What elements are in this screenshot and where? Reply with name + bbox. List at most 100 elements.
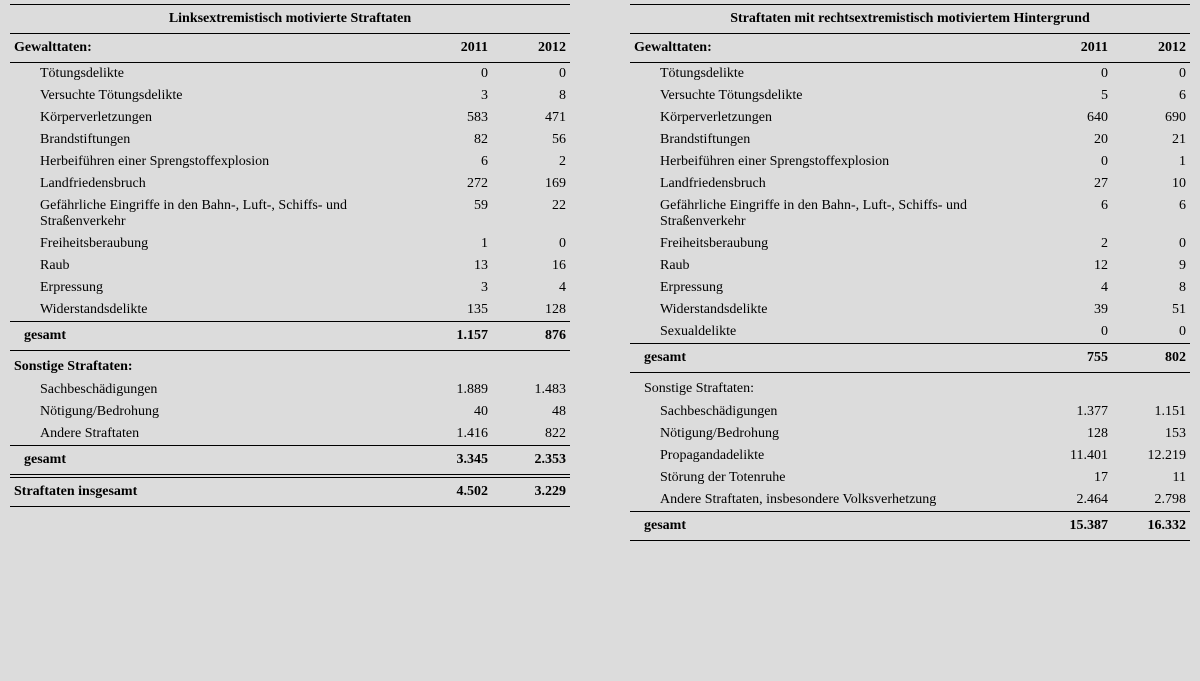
row-value-2011: 583 xyxy=(414,107,492,129)
row-value-2012: 10 xyxy=(1112,173,1190,195)
table-row: Erpressung34 xyxy=(10,277,570,299)
table-row: Widerstandsdelikte3951 xyxy=(630,299,1190,321)
row-value-2012: 0 xyxy=(1112,63,1190,86)
left-violent-sum-v2: 876 xyxy=(492,322,570,351)
left-table-panel: Linksextremistisch motivierte Straftaten… xyxy=(0,0,580,551)
table-row: Raub129 xyxy=(630,255,1190,277)
row-value-2011: 0 xyxy=(1034,151,1112,173)
row-label: Landfriedensbruch xyxy=(630,173,1034,195)
right-year2: 2012 xyxy=(1112,34,1190,63)
row-value-2012: 690 xyxy=(1112,107,1190,129)
row-value-2011: 40 xyxy=(414,401,492,423)
right-other-sum-row: gesamt 15.387 16.332 xyxy=(630,512,1190,541)
row-value-2011: 2 xyxy=(1034,233,1112,255)
row-value-2012: 9 xyxy=(1112,255,1190,277)
row-value-2011: 1.377 xyxy=(1034,401,1112,423)
row-label: Versuchte Tötungsdelikte xyxy=(10,85,414,107)
right-other-header-row: Sonstige Straftaten: xyxy=(630,373,1190,402)
left-table: Gewalttaten: 2011 2012 Tötungsdelikte00V… xyxy=(10,34,570,507)
left-title: Linksextremistisch motivierte Straftaten xyxy=(10,4,570,34)
table-row: Widerstandsdelikte135128 xyxy=(10,299,570,322)
row-label: Brandstiftungen xyxy=(10,129,414,151)
right-col-header: Gewalttaten: xyxy=(630,34,1034,63)
row-value-2012: 4 xyxy=(492,277,570,299)
row-value-2011: 0 xyxy=(1034,321,1112,344)
row-label: Landfriedensbruch xyxy=(10,173,414,195)
table-row: Gefährliche Eingriffe in den Bahn-, Luft… xyxy=(10,195,570,233)
right-violent-sum-row: gesamt 755 802 xyxy=(630,344,1190,373)
right-year1: 2011 xyxy=(1034,34,1112,63)
table-row: Sachbeschädigungen1.3771.151 xyxy=(630,401,1190,423)
left-grand-row: Straftaten insgesamt 4.502 3.229 xyxy=(10,478,570,507)
row-value-2012: 822 xyxy=(492,423,570,446)
left-other-sum-row: gesamt 3.345 2.353 xyxy=(10,446,570,475)
row-value-2011: 11.401 xyxy=(1034,445,1112,467)
row-value-2012: 8 xyxy=(1112,277,1190,299)
row-value-2012: 48 xyxy=(492,401,570,423)
right-header-row: Gewalttaten: 2011 2012 xyxy=(630,34,1190,63)
row-label: Sexualdelikte xyxy=(630,321,1034,344)
row-value-2011: 17 xyxy=(1034,467,1112,489)
row-label: Gefährliche Eingriffe in den Bahn-, Luft… xyxy=(630,195,1034,233)
row-value-2012: 22 xyxy=(492,195,570,233)
row-label: Andere Straftaten xyxy=(10,423,414,446)
row-value-2012: 16 xyxy=(492,255,570,277)
row-value-2011: 640 xyxy=(1034,107,1112,129)
right-other-sum-v1: 15.387 xyxy=(1034,512,1112,541)
row-label: Raub xyxy=(630,255,1034,277)
row-label: Tötungsdelikte xyxy=(10,63,414,86)
table-row: Versuchte Tötungsdelikte38 xyxy=(10,85,570,107)
row-value-2011: 3 xyxy=(414,277,492,299)
row-value-2012: 471 xyxy=(492,107,570,129)
row-label: Nötigung/Bedrohung xyxy=(10,401,414,423)
left-other-sum-label: gesamt xyxy=(10,446,414,475)
row-value-2012: 169 xyxy=(492,173,570,195)
row-value-2012: 153 xyxy=(1112,423,1190,445)
table-row: Herbeiführen einer Sprengstoffexplosion0… xyxy=(630,151,1190,173)
row-value-2012: 1 xyxy=(1112,151,1190,173)
row-value-2012: 2.798 xyxy=(1112,489,1190,512)
left-violent-sum-v1: 1.157 xyxy=(414,322,492,351)
row-value-2012: 0 xyxy=(1112,233,1190,255)
left-year1: 2011 xyxy=(414,34,492,63)
right-violent-sum-v1: 755 xyxy=(1034,344,1112,373)
row-value-2012: 8 xyxy=(492,85,570,107)
row-value-2011: 2.464 xyxy=(1034,489,1112,512)
row-value-2011: 0 xyxy=(1034,63,1112,86)
left-header-row: Gewalttaten: 2011 2012 xyxy=(10,34,570,63)
row-label: Widerstandsdelikte xyxy=(10,299,414,322)
row-label: Freiheitsberaubung xyxy=(10,233,414,255)
row-value-2011: 4 xyxy=(1034,277,1112,299)
row-value-2011: 82 xyxy=(414,129,492,151)
row-value-2012: 0 xyxy=(492,233,570,255)
table-row: Freiheitsberaubung20 xyxy=(630,233,1190,255)
row-label: Raub xyxy=(10,255,414,277)
right-table: Gewalttaten: 2011 2012 Tötungsdelikte00V… xyxy=(630,34,1190,541)
row-label: Widerstandsdelikte xyxy=(630,299,1034,321)
table-row: Freiheitsberaubung10 xyxy=(10,233,570,255)
row-label: Störung der Totenruhe xyxy=(630,467,1034,489)
row-value-2012: 6 xyxy=(1112,195,1190,233)
row-value-2011: 12 xyxy=(1034,255,1112,277)
left-other-sum-v2: 2.353 xyxy=(492,446,570,475)
row-label: Gefährliche Eingriffe in den Bahn-, Luft… xyxy=(10,195,414,233)
row-value-2012: 21 xyxy=(1112,129,1190,151)
row-label: Freiheitsberaubung xyxy=(630,233,1034,255)
right-title: Straftaten mit rechtsextremistisch motiv… xyxy=(630,4,1190,34)
row-value-2011: 6 xyxy=(1034,195,1112,233)
row-label: Herbeiführen einer Sprengstoffexplosion xyxy=(630,151,1034,173)
row-label: Tötungsdelikte xyxy=(630,63,1034,86)
row-value-2012: 2 xyxy=(492,151,570,173)
left-grand-v2: 3.229 xyxy=(492,478,570,507)
left-year2: 2012 xyxy=(492,34,570,63)
left-other-sum-v1: 3.345 xyxy=(414,446,492,475)
table-row: Raub1316 xyxy=(10,255,570,277)
row-value-2012: 11 xyxy=(1112,467,1190,489)
row-label: Versuchte Tötungsdelikte xyxy=(630,85,1034,107)
table-row: Erpressung48 xyxy=(630,277,1190,299)
row-value-2012: 56 xyxy=(492,129,570,151)
row-label: Erpressung xyxy=(630,277,1034,299)
right-table-panel: Straftaten mit rechtsextremistisch motiv… xyxy=(620,0,1200,551)
row-value-2012: 6 xyxy=(1112,85,1190,107)
row-value-2011: 13 xyxy=(414,255,492,277)
